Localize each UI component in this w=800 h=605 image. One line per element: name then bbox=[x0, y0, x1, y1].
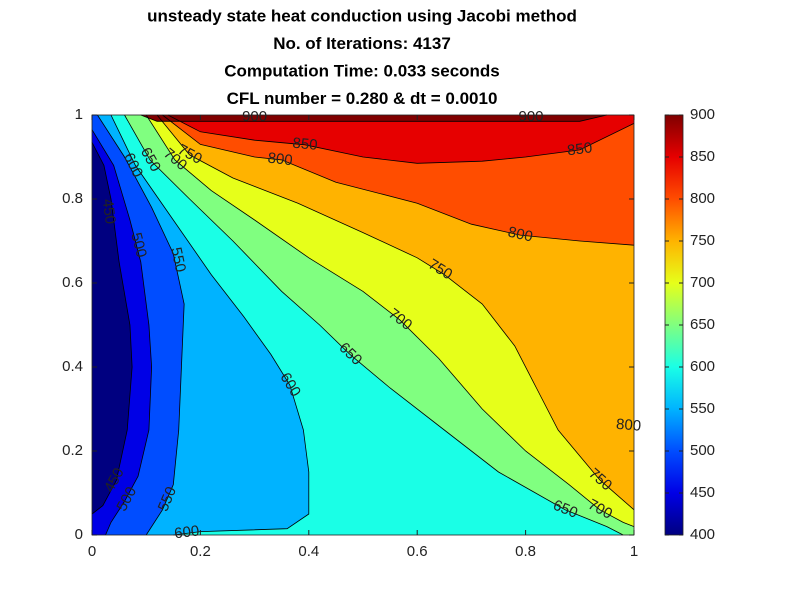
contour-line bbox=[91, 142, 133, 515]
colorbar-tick-label: 700 bbox=[690, 274, 715, 291]
contour-label: 800 bbox=[506, 224, 534, 246]
contour-fill bbox=[167, 115, 634, 164]
colorbar-tick-label: 600 bbox=[690, 358, 715, 375]
contour-label: 900 bbox=[242, 108, 267, 125]
contour-line bbox=[97, 114, 185, 536]
x-tick-label: 0.8 bbox=[515, 543, 536, 560]
contour-label: 550 bbox=[167, 246, 189, 274]
colorbar-tick-label: 850 bbox=[690, 148, 715, 165]
x-tick-label: 0.4 bbox=[298, 543, 319, 560]
contour-line bbox=[156, 114, 635, 511]
colorbar-tick-label: 750 bbox=[690, 232, 715, 249]
chart-title: unsteady state heat conduction using Jac… bbox=[147, 6, 577, 25]
colorbar-tick-label: 900 bbox=[690, 106, 715, 123]
axes-box bbox=[91, 114, 635, 536]
colorbar-tick-label: 800 bbox=[690, 190, 715, 207]
contour-line bbox=[140, 114, 607, 122]
y-tick-label: 0 bbox=[75, 526, 83, 543]
plot-area bbox=[91, 114, 635, 536]
colorbar-tick-label: 500 bbox=[690, 442, 715, 459]
contour-label: 450 bbox=[99, 198, 119, 225]
contour-label: 850 bbox=[566, 139, 593, 159]
contour-label: 800 bbox=[267, 150, 294, 170]
x-tick-label: 1 bbox=[630, 543, 638, 560]
y-tick-label: 0.8 bbox=[62, 190, 83, 207]
contour-line bbox=[145, 114, 635, 527]
x-tick-label: 0 bbox=[88, 543, 96, 560]
chart-title: Computation Time: 0.033 seconds bbox=[224, 61, 500, 80]
colorbar-tick-label: 650 bbox=[690, 316, 715, 333]
x-tick-label: 0.6 bbox=[407, 543, 428, 560]
contour-line bbox=[110, 114, 310, 536]
contour-line bbox=[91, 129, 153, 536]
contour-line bbox=[167, 114, 635, 164]
contour-label: 600 bbox=[173, 522, 200, 542]
y-tick-label: 1 bbox=[75, 106, 83, 123]
contour-label: 800 bbox=[615, 416, 641, 435]
y-tick-label: 0.4 bbox=[62, 358, 83, 375]
contour-label: 500 bbox=[127, 231, 150, 259]
contour-line bbox=[162, 114, 635, 246]
x-tick-label: 0.2 bbox=[190, 543, 211, 560]
colorbar-tick-label: 400 bbox=[690, 526, 715, 543]
colorbar-tick-label: 550 bbox=[690, 400, 715, 417]
y-tick-label: 0.6 bbox=[62, 274, 83, 291]
chart-title: CFL number = 0.280 & dt = 0.0010 bbox=[227, 89, 498, 108]
contour-line bbox=[124, 114, 624, 536]
contour-label: 900 bbox=[519, 108, 544, 125]
chart-title: No. of Iterations: 4137 bbox=[273, 34, 451, 53]
y-tick-label: 0.2 bbox=[62, 442, 83, 459]
contour-label: 850 bbox=[292, 135, 318, 154]
contour-fill bbox=[140, 115, 607, 122]
colorbar-tick-label: 450 bbox=[690, 484, 715, 501]
